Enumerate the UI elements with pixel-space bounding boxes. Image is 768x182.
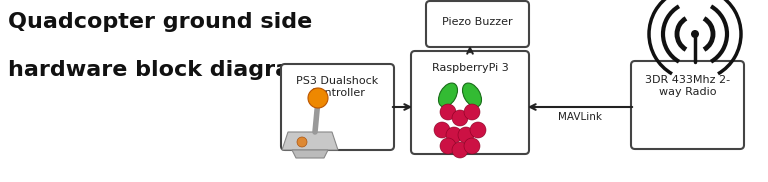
Ellipse shape (462, 83, 482, 107)
FancyBboxPatch shape (411, 51, 529, 154)
Polygon shape (282, 132, 338, 150)
FancyBboxPatch shape (426, 1, 529, 47)
Text: MAVLink: MAVLink (558, 112, 602, 122)
Circle shape (464, 104, 480, 120)
Ellipse shape (439, 83, 458, 107)
Circle shape (308, 88, 328, 108)
Circle shape (297, 137, 307, 147)
Circle shape (452, 142, 468, 158)
Circle shape (434, 122, 450, 138)
Circle shape (458, 127, 474, 143)
FancyBboxPatch shape (281, 64, 394, 150)
FancyBboxPatch shape (631, 61, 744, 149)
Circle shape (440, 104, 456, 120)
Polygon shape (292, 150, 328, 158)
Text: hardware block diagram: hardware block diagram (8, 60, 313, 80)
Circle shape (440, 138, 456, 154)
Text: Piezo Buzzer: Piezo Buzzer (442, 17, 513, 27)
Circle shape (452, 110, 468, 126)
Text: RaspberryPi 3: RaspberryPi 3 (432, 63, 508, 73)
Circle shape (691, 30, 699, 38)
Text: Quadcopter ground side: Quadcopter ground side (8, 12, 313, 32)
Circle shape (464, 138, 480, 154)
Circle shape (446, 127, 462, 143)
Text: 3DR 433Mhz 2-
way Radio: 3DR 433Mhz 2- way Radio (645, 75, 730, 97)
Text: PS3 Dualshock
Controller: PS3 Dualshock Controller (296, 76, 379, 98)
Circle shape (470, 122, 486, 138)
